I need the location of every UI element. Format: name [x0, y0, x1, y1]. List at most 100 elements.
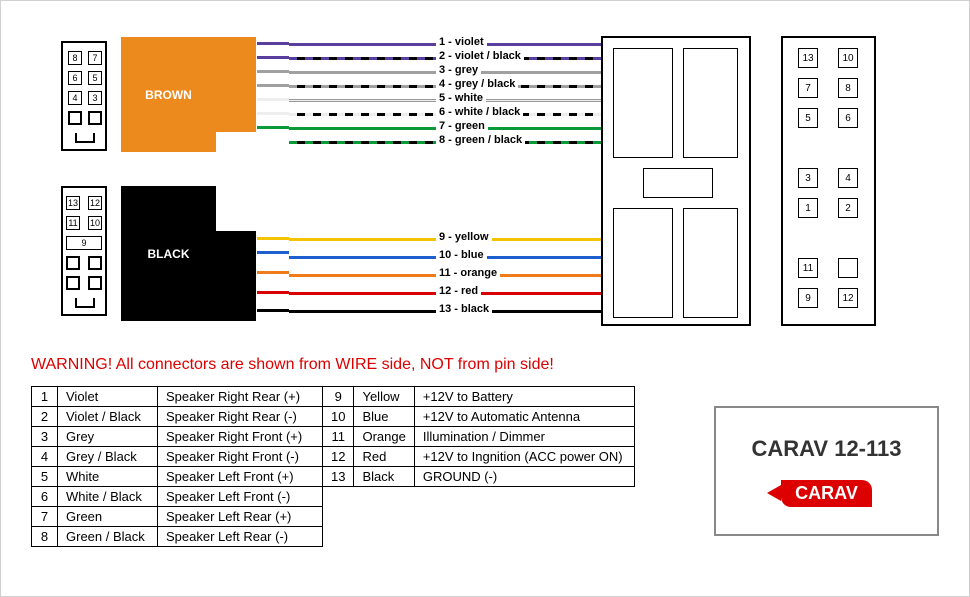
iso-a-pin: 4	[68, 91, 82, 105]
block-black: BLACK	[121, 186, 216, 321]
iso-connector-a: 8 7 6 5 4 3	[61, 41, 107, 151]
pin-func: Speaker Left Front (-)	[158, 487, 323, 507]
iso-b-pin	[88, 256, 102, 270]
product-box: CARAV 12-113 CARAV	[714, 406, 939, 536]
vehicle-pin: 4	[838, 168, 858, 188]
vehicle-connector-pinout: 13753111910864212	[781, 36, 876, 326]
iso-b-pin	[66, 256, 80, 270]
table-row: 4Grey / BlackSpeaker Right Front (-)12Re…	[32, 447, 635, 467]
vehicle-pin	[838, 258, 858, 278]
pin-num: 11	[323, 427, 354, 447]
pin-num: 10	[323, 407, 354, 427]
pin-color: Black	[354, 467, 414, 487]
wire-stub	[257, 251, 289, 254]
iso-b-pin: 12	[88, 196, 102, 210]
pin-func: Speaker Right Front (-)	[158, 447, 323, 467]
pin-func: Speaker Left Rear (-)	[158, 527, 323, 547]
iso-a-pin: 8	[68, 51, 82, 65]
vehicle-pin: 2	[838, 198, 858, 218]
pin-func: Illumination / Dimmer	[414, 427, 634, 447]
warning-text: WARNING! All connectors are shown from W…	[31, 356, 554, 374]
wire-label: 3 - grey	[436, 64, 481, 76]
pin-num: 13	[323, 467, 354, 487]
wire-label: 2 - violet / black	[436, 50, 524, 62]
vehicle-pin: 8	[838, 78, 858, 98]
wire-label: 7 - green	[436, 120, 488, 132]
pin-func: GROUND (-)	[414, 467, 634, 487]
iso-b-pin	[66, 276, 80, 290]
wire-stub	[257, 126, 289, 129]
vehicle-plug	[601, 36, 751, 326]
wire-stub	[257, 271, 289, 274]
pin-func: +12V to Battery	[414, 387, 634, 407]
wire-stub	[257, 237, 289, 240]
pin-color: Blue	[354, 407, 414, 427]
pin-color: Violet	[58, 387, 158, 407]
pin-num: 9	[323, 387, 354, 407]
pin-func: Speaker Left Rear (+)	[158, 507, 323, 527]
wire-stub	[257, 112, 289, 115]
vehicle-pin: 3	[798, 168, 818, 188]
pin-func: Speaker Right Rear (+)	[158, 387, 323, 407]
iso-b-pin: 13	[66, 196, 80, 210]
vehicle-pin: 5	[798, 108, 818, 128]
block-brown-cap	[216, 37, 256, 132]
pin-table: 1VioletSpeaker Right Rear (+)9Yellow+12V…	[31, 386, 635, 547]
brand-logo: CARAV	[781, 480, 872, 507]
iso-a-pin	[68, 111, 82, 125]
pin-func: +12V to Automatic Antenna	[414, 407, 634, 427]
pin-num: 6	[32, 487, 58, 507]
block-black-cap	[216, 231, 256, 321]
wire-stub	[257, 291, 289, 294]
vehicle-pin: 1	[798, 198, 818, 218]
vehicle-pin: 6	[838, 108, 858, 128]
table-row: 2Violet / BlackSpeaker Right Rear (-)10B…	[32, 407, 635, 427]
pin-num: 1	[32, 387, 58, 407]
table-row: 7GreenSpeaker Left Rear (+)	[32, 507, 635, 527]
pin-num: 3	[32, 427, 58, 447]
iso-notch	[75, 298, 95, 308]
iso-connector-b: 13 12 11 10 9	[61, 186, 107, 316]
pin-num: 12	[323, 447, 354, 467]
wire-stub	[257, 70, 289, 73]
wire-stub	[257, 98, 289, 101]
pin-num: 4	[32, 447, 58, 467]
block-brown: BROWN	[121, 37, 216, 152]
wire-label: 10 - blue	[436, 249, 487, 261]
pin-func: Speaker Right Rear (-)	[158, 407, 323, 427]
vehicle-pin: 10	[838, 48, 858, 68]
pin-color: Green / Black	[58, 527, 158, 547]
wire-stub	[257, 84, 289, 87]
wire-label: 13 - black	[436, 303, 492, 315]
wire-label: 8 - green / black	[436, 134, 525, 146]
wire-label: 5 - white	[436, 92, 486, 104]
iso-a-pin: 5	[88, 71, 102, 85]
iso-a-pin: 6	[68, 71, 82, 85]
pin-color: Red	[354, 447, 414, 467]
iso-b-pin: 11	[66, 216, 80, 230]
pin-num: 7	[32, 507, 58, 527]
table-row: 3GreySpeaker Right Front (+)11OrangeIllu…	[32, 427, 635, 447]
pin-color: White / Black	[58, 487, 158, 507]
pin-color: Grey	[58, 427, 158, 447]
vehicle-pin: 12	[838, 288, 858, 308]
iso-b-pin: 10	[88, 216, 102, 230]
wire-label: 12 - red	[436, 285, 481, 297]
wire-label: 6 - white / black	[436, 106, 523, 118]
wire-label: 4 - grey / black	[436, 78, 518, 90]
wire-stub	[257, 42, 289, 45]
wiring-diagram: 8 7 6 5 4 3 13 12 11 10 9 BROWN BLACK 1 …	[61, 31, 911, 341]
wire-stub	[257, 56, 289, 59]
pin-func: Speaker Right Front (+)	[158, 427, 323, 447]
iso-a-pin: 3	[88, 91, 102, 105]
vehicle-pin: 9	[798, 288, 818, 308]
pin-color: Yellow	[354, 387, 414, 407]
table-row: 5WhiteSpeaker Left Front (+)13BlackGROUN…	[32, 467, 635, 487]
vehicle-pin: 11	[798, 258, 818, 278]
pin-num: 8	[32, 527, 58, 547]
wire-stub	[257, 309, 289, 312]
iso-notch	[75, 133, 95, 143]
iso-a-pin	[88, 111, 102, 125]
iso-a-pin: 7	[88, 51, 102, 65]
wire-label: 9 - yellow	[436, 231, 492, 243]
